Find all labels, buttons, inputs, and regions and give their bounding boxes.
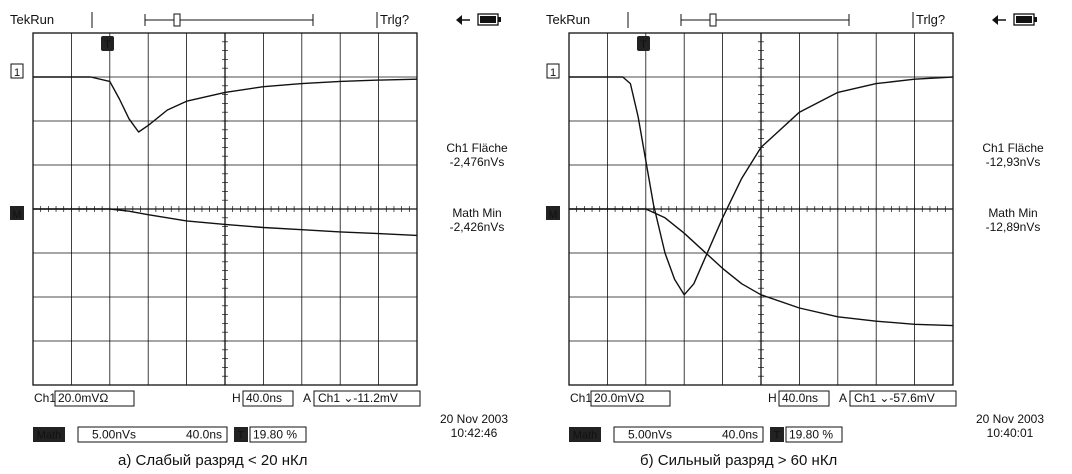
ch1-marker-label: 1: [14, 67, 20, 79]
horizontal-scale-value: 40.0ns: [782, 391, 818, 405]
math-time-value: 40.0ns: [722, 428, 758, 442]
trigger-pos-badge: [770, 427, 784, 442]
math-marker-box: [546, 206, 560, 220]
battery-icon-level: [480, 16, 496, 23]
math-scale-box: [613, 426, 764, 443]
caption-strong: б) Сильный разряд > 60 нКл: [640, 452, 838, 469]
ch1-scale-value: 20.0mVΩ: [594, 391, 644, 405]
trigger-pos-badge-label: T: [238, 430, 245, 442]
scope-panel-strong: TekRun Trlg? T 1 M Ch1 Fläche -12,93nVs Math Mi…: [536, 0, 1072, 474]
date-readout: 20 Nov 2003: [440, 412, 508, 426]
horizontal-scale-box: [778, 390, 830, 407]
ch1-area-value: -2,476nVs: [450, 155, 505, 169]
ch1-scale-box: [54, 390, 135, 407]
math-scale-value: 5.00nVs: [92, 428, 136, 442]
trigger-pos-value: 19.80 %: [789, 428, 833, 442]
trigger-pos-badge: [234, 427, 248, 442]
trigger-source-label: A: [303, 391, 311, 405]
ch1-marker-box: [546, 63, 560, 79]
ch1-area-label: Ch1 Fläche: [982, 141, 1044, 155]
ch1-trace: [569, 76, 954, 296]
trigger-setting-value: Ch1 ⌄-57.6mV: [854, 391, 935, 405]
ch1-area-value: -12,93nVs: [986, 155, 1041, 169]
math-badge-label: Math: [573, 430, 597, 442]
trigger-pos-box: [785, 426, 843, 443]
trigger-status: Trlg?: [380, 12, 409, 27]
math-trace: [569, 208, 954, 327]
trigger-pos-value: 19.80 %: [253, 428, 297, 442]
math-badge-label: Math: [37, 430, 61, 442]
trigger-setting-box: [849, 390, 957, 407]
math-marker-label: M: [12, 209, 21, 221]
horizontal-scale-box: [242, 390, 294, 407]
math-min-label: Math Min: [452, 206, 501, 220]
trigger-pos-badge-label: T: [774, 430, 781, 442]
math-marker-box: [10, 206, 24, 220]
ch1-scale-label: Ch1: [570, 391, 592, 405]
math-badge: [569, 427, 601, 442]
scope-screen-weak: TekRun Trlg? T 1 M Ch1 Fläche-2,476nVs Math Mi…: [10, 12, 508, 443]
trigger-source-label: A: [839, 391, 847, 405]
math-time-value: 40.0ns: [186, 428, 222, 442]
ch1-trace: [33, 76, 418, 133]
ch1-area-label: Ch1 Fläche: [446, 141, 508, 155]
horizontal-scale-value: 40.0ns: [246, 391, 282, 405]
trigger-status: Trlg?: [916, 12, 945, 27]
time-readout: 10:42:46: [451, 426, 498, 440]
battery-icon-tip: [1034, 17, 1037, 22]
math-trace: [33, 208, 418, 237]
date-readout: 20 Nov 2003: [976, 412, 1044, 426]
trigger-position-icon: [101, 36, 114, 51]
math-min-value: -2,426nVs: [450, 220, 505, 234]
trigger-position-label: T: [104, 39, 111, 51]
time-readout: 10:40:01: [987, 426, 1034, 440]
ch1-marker-label: 1: [550, 67, 556, 79]
math-min-value: -12,89nVs: [986, 220, 1041, 234]
math-badge: [33, 427, 65, 442]
battery-icon-level: [1016, 16, 1032, 23]
math-scale-value: 5.00nVs: [628, 428, 672, 442]
trigger-position-icon: [637, 36, 650, 51]
scope-screen-strong: TekRun Trlg? T 1 M Ch1 Fläche-12,93nVs Math Mi…: [546, 12, 1044, 443]
power-plug-icon: [992, 15, 998, 25]
trigger-setting-value: Ch1 ⌄-11.2mV: [318, 391, 398, 405]
horizontal-label: H: [232, 391, 241, 405]
record-position-marker: [173, 13, 181, 27]
status-label: TekRun: [546, 12, 590, 27]
ch1-scale-box: [590, 390, 671, 407]
graticule: [568, 32, 954, 386]
scope-panel-weak: TekRun Trlg? T 1 M Ch1 Fläche -2,476nVs Math Mi…: [10, 12, 508, 469]
ch1-scale-value: 20.0mVΩ: [58, 391, 108, 405]
status-label: TekRun: [10, 12, 54, 27]
trigger-pos-box: [249, 426, 307, 443]
ch1-marker-box: [10, 63, 24, 79]
math-marker-label: M: [548, 209, 557, 221]
power-plug-icon: [456, 15, 462, 25]
caption-weak: а) Слабый разряд < 20 нКл: [118, 452, 308, 469]
battery-icon-tip: [498, 17, 501, 22]
trigger-setting-box: [313, 390, 421, 407]
ch1-scale-label: Ch1: [34, 391, 56, 405]
horizontal-label: H: [768, 391, 777, 405]
math-min-label: Math Min: [988, 206, 1037, 220]
math-scale-box: [77, 426, 228, 443]
trigger-position-label: T: [640, 39, 647, 51]
record-position-marker: [709, 13, 717, 27]
